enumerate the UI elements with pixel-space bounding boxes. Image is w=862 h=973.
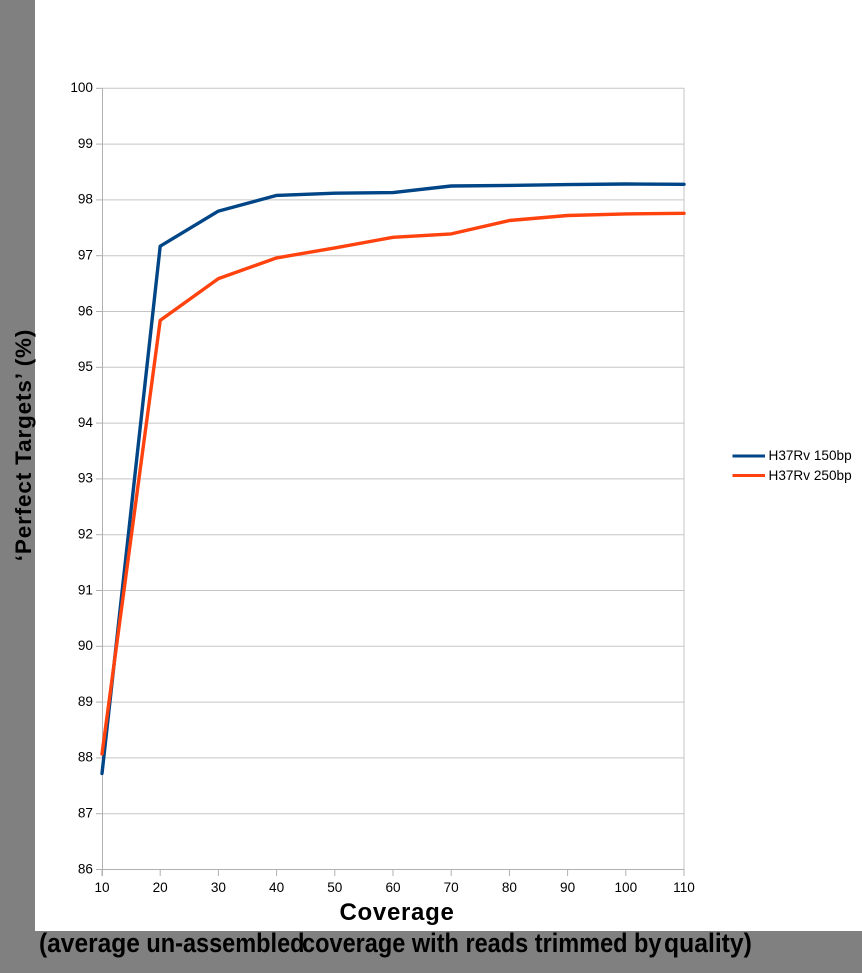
svg-text:100: 100 [614,880,637,895]
svg-text:80: 80 [502,880,518,895]
svg-text:97: 97 [78,248,93,263]
svg-text:94: 94 [78,415,94,430]
svg-text:10: 10 [94,880,110,895]
svg-text:20: 20 [153,880,169,895]
svg-text:96: 96 [78,303,93,318]
svg-text:100: 100 [70,80,93,95]
svg-text:91: 91 [78,582,93,597]
svg-text:H37Rv 250bp: H37Rv 250bp [769,468,852,483]
svg-text:92: 92 [78,527,93,542]
svg-text:H37Rv 150bp: H37Rv 150bp [769,448,852,463]
svg-text:88: 88 [78,750,93,765]
svg-text:30: 30 [211,880,227,895]
svg-text:40: 40 [269,880,285,895]
svg-text:98: 98 [78,192,93,207]
svg-text:87: 87 [78,806,93,821]
svg-text:89: 89 [78,694,93,709]
svg-text:90: 90 [560,880,576,895]
svg-text:99: 99 [78,136,93,151]
svg-text:90: 90 [78,638,94,653]
svg-text:93: 93 [78,471,93,486]
svg-text:95: 95 [78,359,93,374]
svg-text:110: 110 [673,880,695,895]
svg-text:86: 86 [78,861,93,876]
svg-text:70: 70 [444,880,460,895]
svg-text:60: 60 [385,880,401,895]
svg-text:50: 50 [327,880,343,895]
